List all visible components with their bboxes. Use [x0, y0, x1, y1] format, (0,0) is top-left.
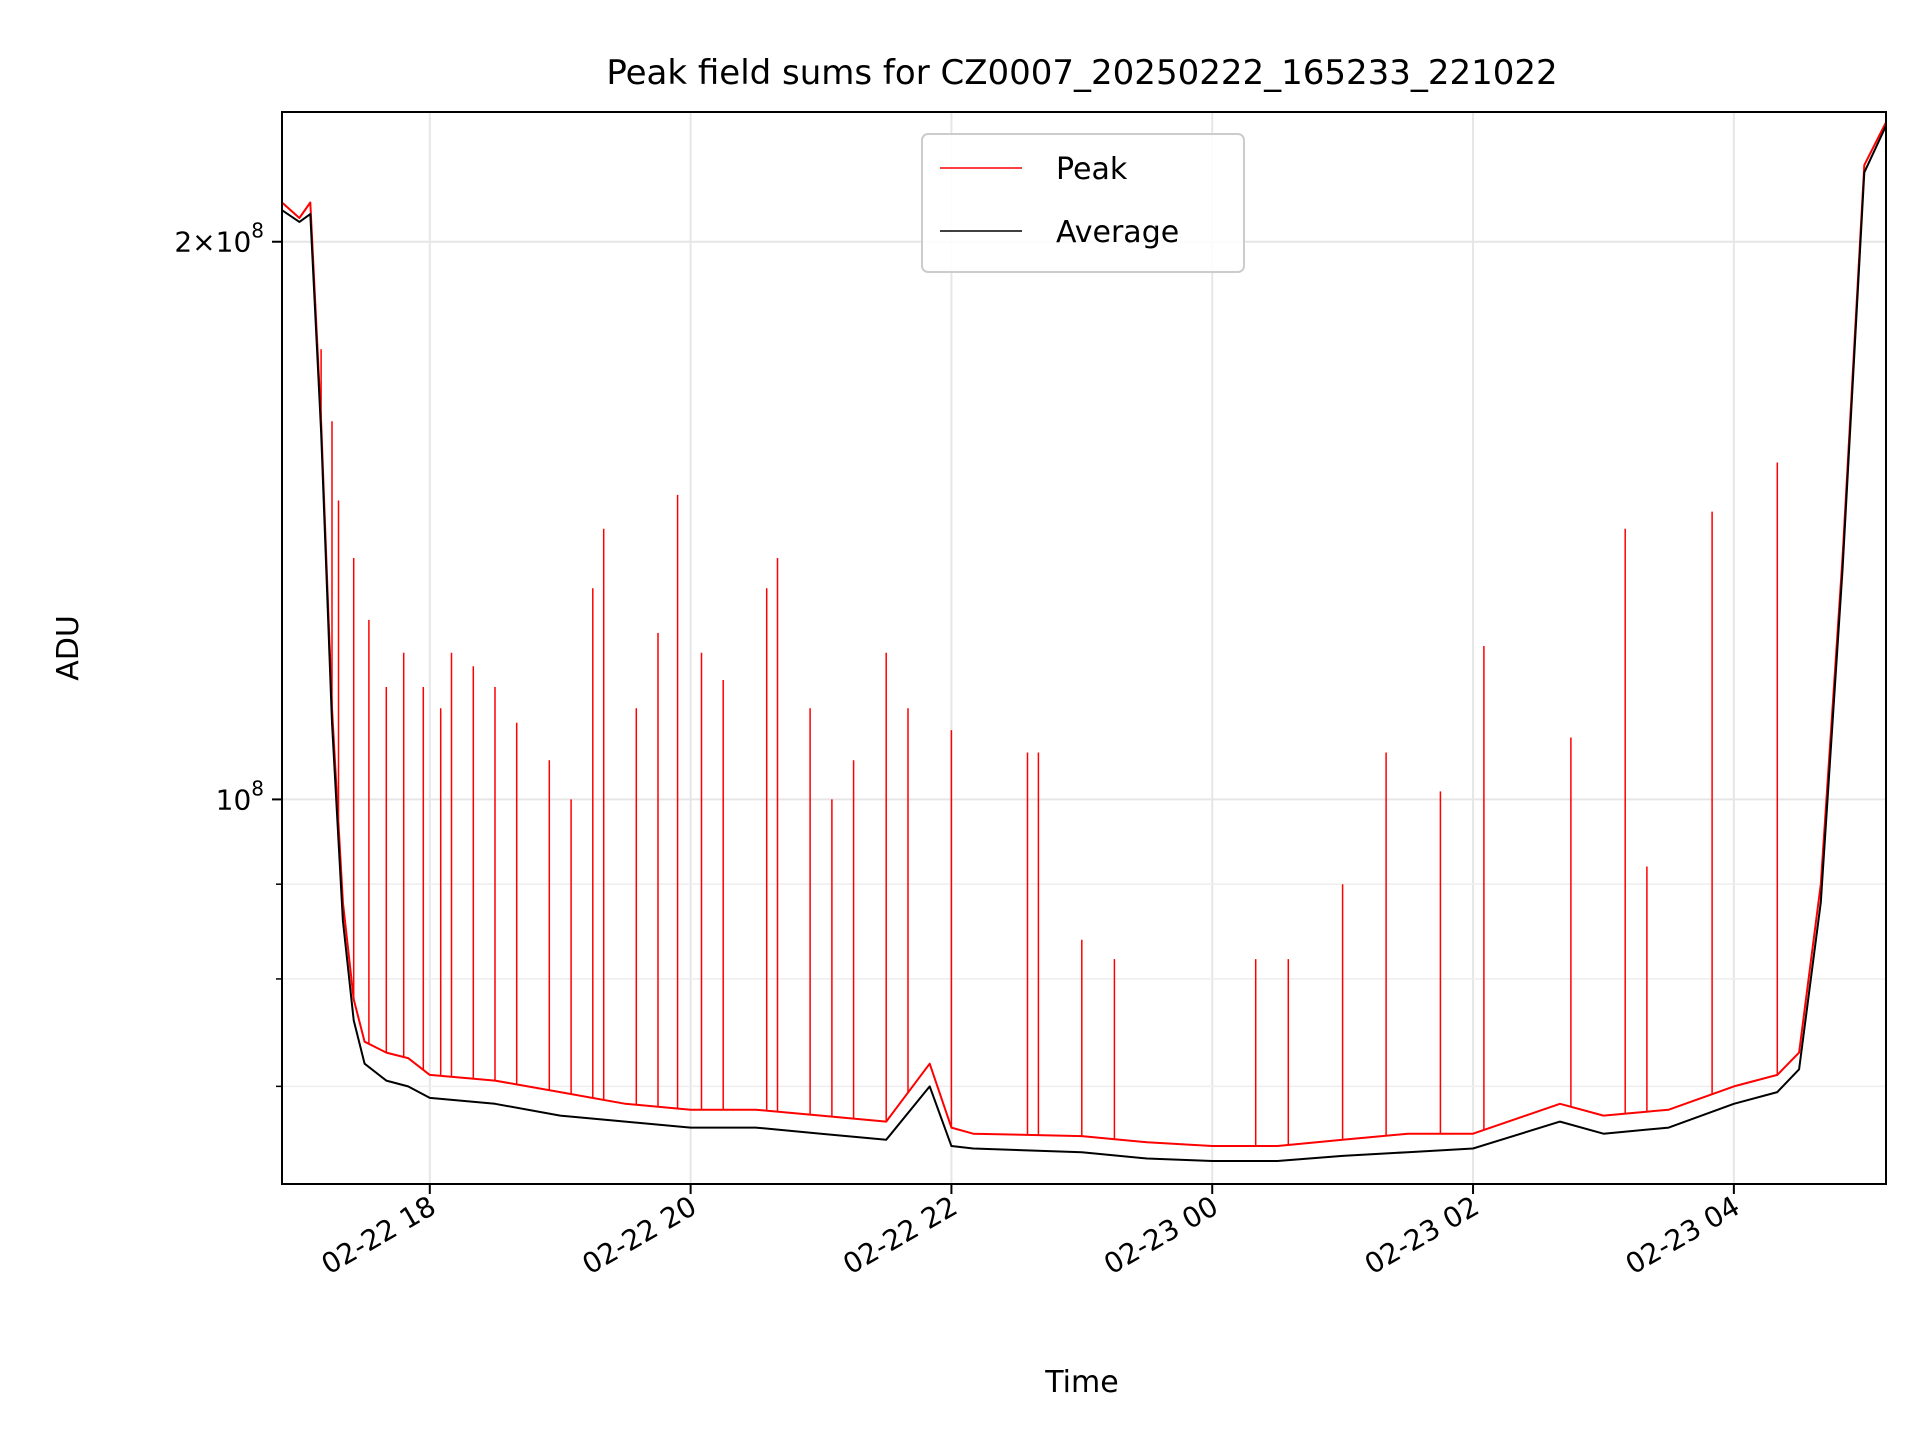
legend: Peak Average	[921, 133, 1245, 273]
series-line-peak	[282, 121, 1886, 1147]
series-layer	[282, 121, 1886, 1162]
legend-label-peak: Peak	[1056, 152, 1128, 187]
x-axis-label: Time	[1044, 1365, 1118, 1400]
chart-title: Peak field sums for CZ0007_20250222_1652…	[606, 53, 1557, 93]
series-line-average	[282, 125, 1886, 1162]
y-axis: 2×108 108	[174, 219, 282, 1088]
plot-frame	[281, 111, 1887, 1185]
legend-label-average: Average	[1056, 215, 1179, 250]
y-axis-label: ADU	[51, 615, 86, 681]
y-tick-label: 108	[216, 776, 264, 816]
y-tick-label: 2×108	[174, 219, 264, 259]
